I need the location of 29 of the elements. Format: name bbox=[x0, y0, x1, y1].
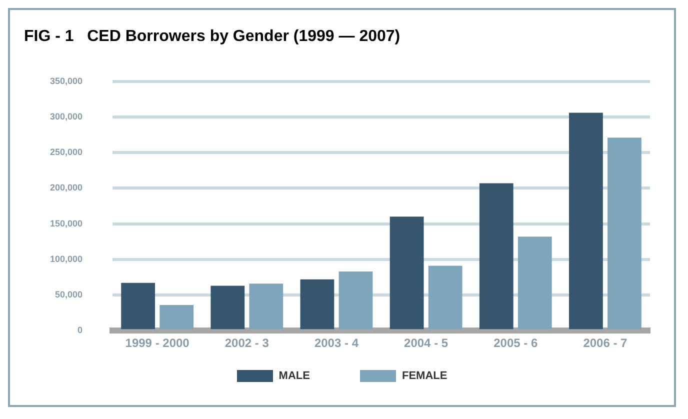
bar bbox=[518, 236, 552, 330]
y-tick-label: 250,000 bbox=[50, 147, 83, 158]
bar bbox=[479, 183, 514, 330]
x-tick-label: 2006 - 7 bbox=[583, 336, 628, 350]
bar bbox=[249, 284, 284, 330]
bar bbox=[569, 112, 603, 330]
legend-label: MALE bbox=[278, 370, 310, 382]
bar bbox=[390, 216, 424, 330]
x-tick-label: 2005 - 6 bbox=[494, 336, 538, 350]
y-tick-label: 50,000 bbox=[55, 289, 83, 300]
y-tick-label: 0 bbox=[78, 325, 83, 336]
bar bbox=[338, 272, 373, 330]
y-tick-label: 300,000 bbox=[50, 111, 83, 122]
x-tick-label: 2002 - 3 bbox=[224, 336, 270, 350]
bar bbox=[160, 304, 194, 330]
y-tick-label: 100,000 bbox=[50, 254, 83, 264]
y-tick-label: 200,000 bbox=[50, 182, 83, 193]
y-tick-label: 150,000 bbox=[50, 218, 83, 228]
x-tick-label: 2004 - 5 bbox=[404, 336, 448, 350]
x-tick-label: 2003 - 4 bbox=[314, 336, 359, 350]
bar bbox=[300, 279, 334, 330]
bar bbox=[210, 286, 245, 330]
bar bbox=[608, 138, 642, 330]
y-tick-label: 350,000 bbox=[50, 76, 83, 86]
bar bbox=[121, 282, 156, 330]
bar bbox=[428, 266, 462, 330]
x-tick-label: 1999 - 2000 bbox=[125, 336, 190, 350]
chart-title: FIG - 1 CED Borrowers by Gender (1999 — 2007) bbox=[23, 27, 402, 46]
legend-label: FEMALE bbox=[402, 370, 448, 382]
